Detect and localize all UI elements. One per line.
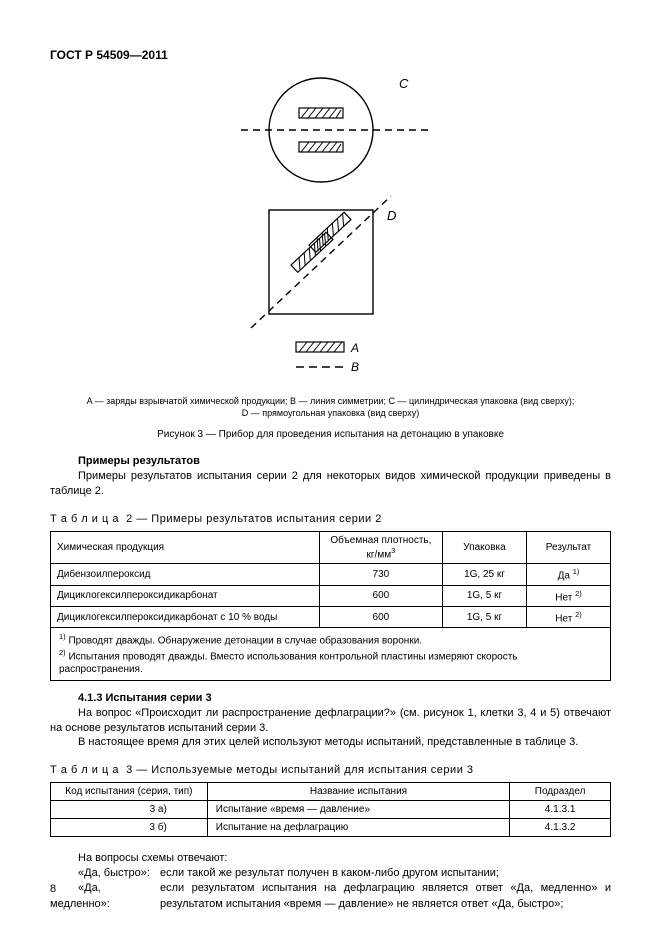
paragraph: На вопрос «Происходит ли распространение… — [50, 706, 611, 736]
answers-block: На вопросы схемы отвечают: «Да, быстро»:… — [50, 851, 611, 912]
table-3: Код испытания (серия, тип) Название испы… — [50, 782, 611, 837]
table-cell: 3 б) — [51, 819, 208, 837]
table-header: Код испытания (серия, тип) — [51, 783, 208, 801]
answer-label: «Да, медленно»: — [50, 881, 160, 912]
answer-text: если такой же результат получен в каком-… — [160, 866, 611, 881]
section-heading: 4.1.3 Испытания серии 3 — [50, 691, 611, 706]
table-row: 1) Проводят дважды. Обнаружение детонаци… — [51, 628, 611, 681]
table-cell: 3 а) — [51, 801, 208, 819]
figure-title: Рисунок 3 — Прибор для проведения испыта… — [50, 429, 611, 440]
figure-legend: A — заряды взрывчатой химической продукц… — [50, 396, 611, 419]
table-header: Подраздел — [510, 783, 611, 801]
answer-text: если результатом испытания на дефлаграци… — [160, 881, 611, 912]
label-d: D — [387, 208, 396, 223]
table-cell: 600 — [319, 585, 442, 606]
table-cell: 1G, 5 кг — [442, 585, 526, 606]
table-row: Химическая продукция Объемная плотность,… — [51, 531, 611, 563]
table-cell: Дибензоилпероксид — [51, 564, 320, 585]
table-cell: 600 — [319, 606, 442, 627]
table-header: Химическая продукция — [51, 531, 320, 563]
charge-bar-bottom — [299, 142, 343, 152]
table3-caption: Т а б л и ц а 3 — Используемые методы ис… — [50, 764, 611, 776]
page-number: 8 — [50, 883, 56, 895]
charge-bar-sq-top — [309, 212, 351, 252]
figure-svg: C — [181, 70, 481, 390]
table-cell: 4.1.3.2 — [510, 819, 611, 837]
answers-intro: На вопросы схемы отвечают: — [50, 851, 611, 866]
examples-text: Примеры результатов испытания серии 2 дл… — [50, 469, 611, 499]
answer-row: «Да, быстро»:если такой же результат пол… — [50, 866, 611, 881]
table-cell: 4.1.3.1 — [510, 801, 611, 819]
table-cell: Нет 2) — [526, 606, 610, 627]
document-header: ГОСТ Р 54509—2011 — [50, 48, 611, 62]
answer-row: «Да, медленно»:если результатом испытани… — [50, 881, 611, 912]
table-header: Упаковка — [442, 531, 526, 563]
table-cell: Испытание «время — давление» — [207, 801, 509, 819]
table-cell: 1G, 25 кг — [442, 564, 526, 585]
table-row: Код испытания (серия, тип) Название испы… — [51, 783, 611, 801]
table-row: Дициклогексилпероксидикарбонат6001G, 5 к… — [51, 585, 611, 606]
table-cell: Дициклогексилпероксидикарбонат — [51, 585, 320, 606]
table-cell: Дициклогексилпероксидикарбонат с 10 % во… — [51, 606, 320, 627]
answer-label: «Да, быстро»: — [50, 866, 160, 881]
table-header: Объемная плотность, кг/мм3 — [319, 531, 442, 563]
table-header: Название испытания — [207, 783, 509, 801]
table-header: Результат — [526, 531, 610, 563]
figure-3: C — [50, 70, 611, 390]
label-a: A — [350, 341, 359, 355]
table-row: Дициклогексилпероксидикарбонат с 10 % во… — [51, 606, 611, 627]
charge-bar-sq-bottom — [291, 232, 333, 272]
label-c: C — [399, 76, 409, 91]
label-b: B — [351, 360, 359, 374]
table-row: 3 б)Испытание на дефлаграцию4.1.3.2 — [51, 819, 611, 837]
paragraph: В настоящее время для этих целей использ… — [50, 735, 611, 750]
table-row: Дибензоилпероксид7301G, 25 кгДа 1) — [51, 564, 611, 585]
table-2: Химическая продукция Объемная плотность,… — [50, 531, 611, 681]
legend-bar-a — [296, 342, 344, 352]
examples-heading: Примеры результатов — [50, 454, 611, 469]
table-cell: Нет 2) — [526, 585, 610, 606]
table-row: 3 а)Испытание «время — давление»4.1.3.1 — [51, 801, 611, 819]
table2-caption: Т а б л и ц а 2 — Примеры результатов ис… — [50, 513, 611, 525]
table-footnote: 1) Проводят дважды. Обнаружение детонаци… — [51, 628, 611, 681]
table-cell: 1G, 5 кг — [442, 606, 526, 627]
table-cell: Испытание на дефлаграцию — [207, 819, 509, 837]
table-cell: 730 — [319, 564, 442, 585]
table-cell: Да 1) — [526, 564, 610, 585]
charge-bar-top — [299, 108, 343, 118]
